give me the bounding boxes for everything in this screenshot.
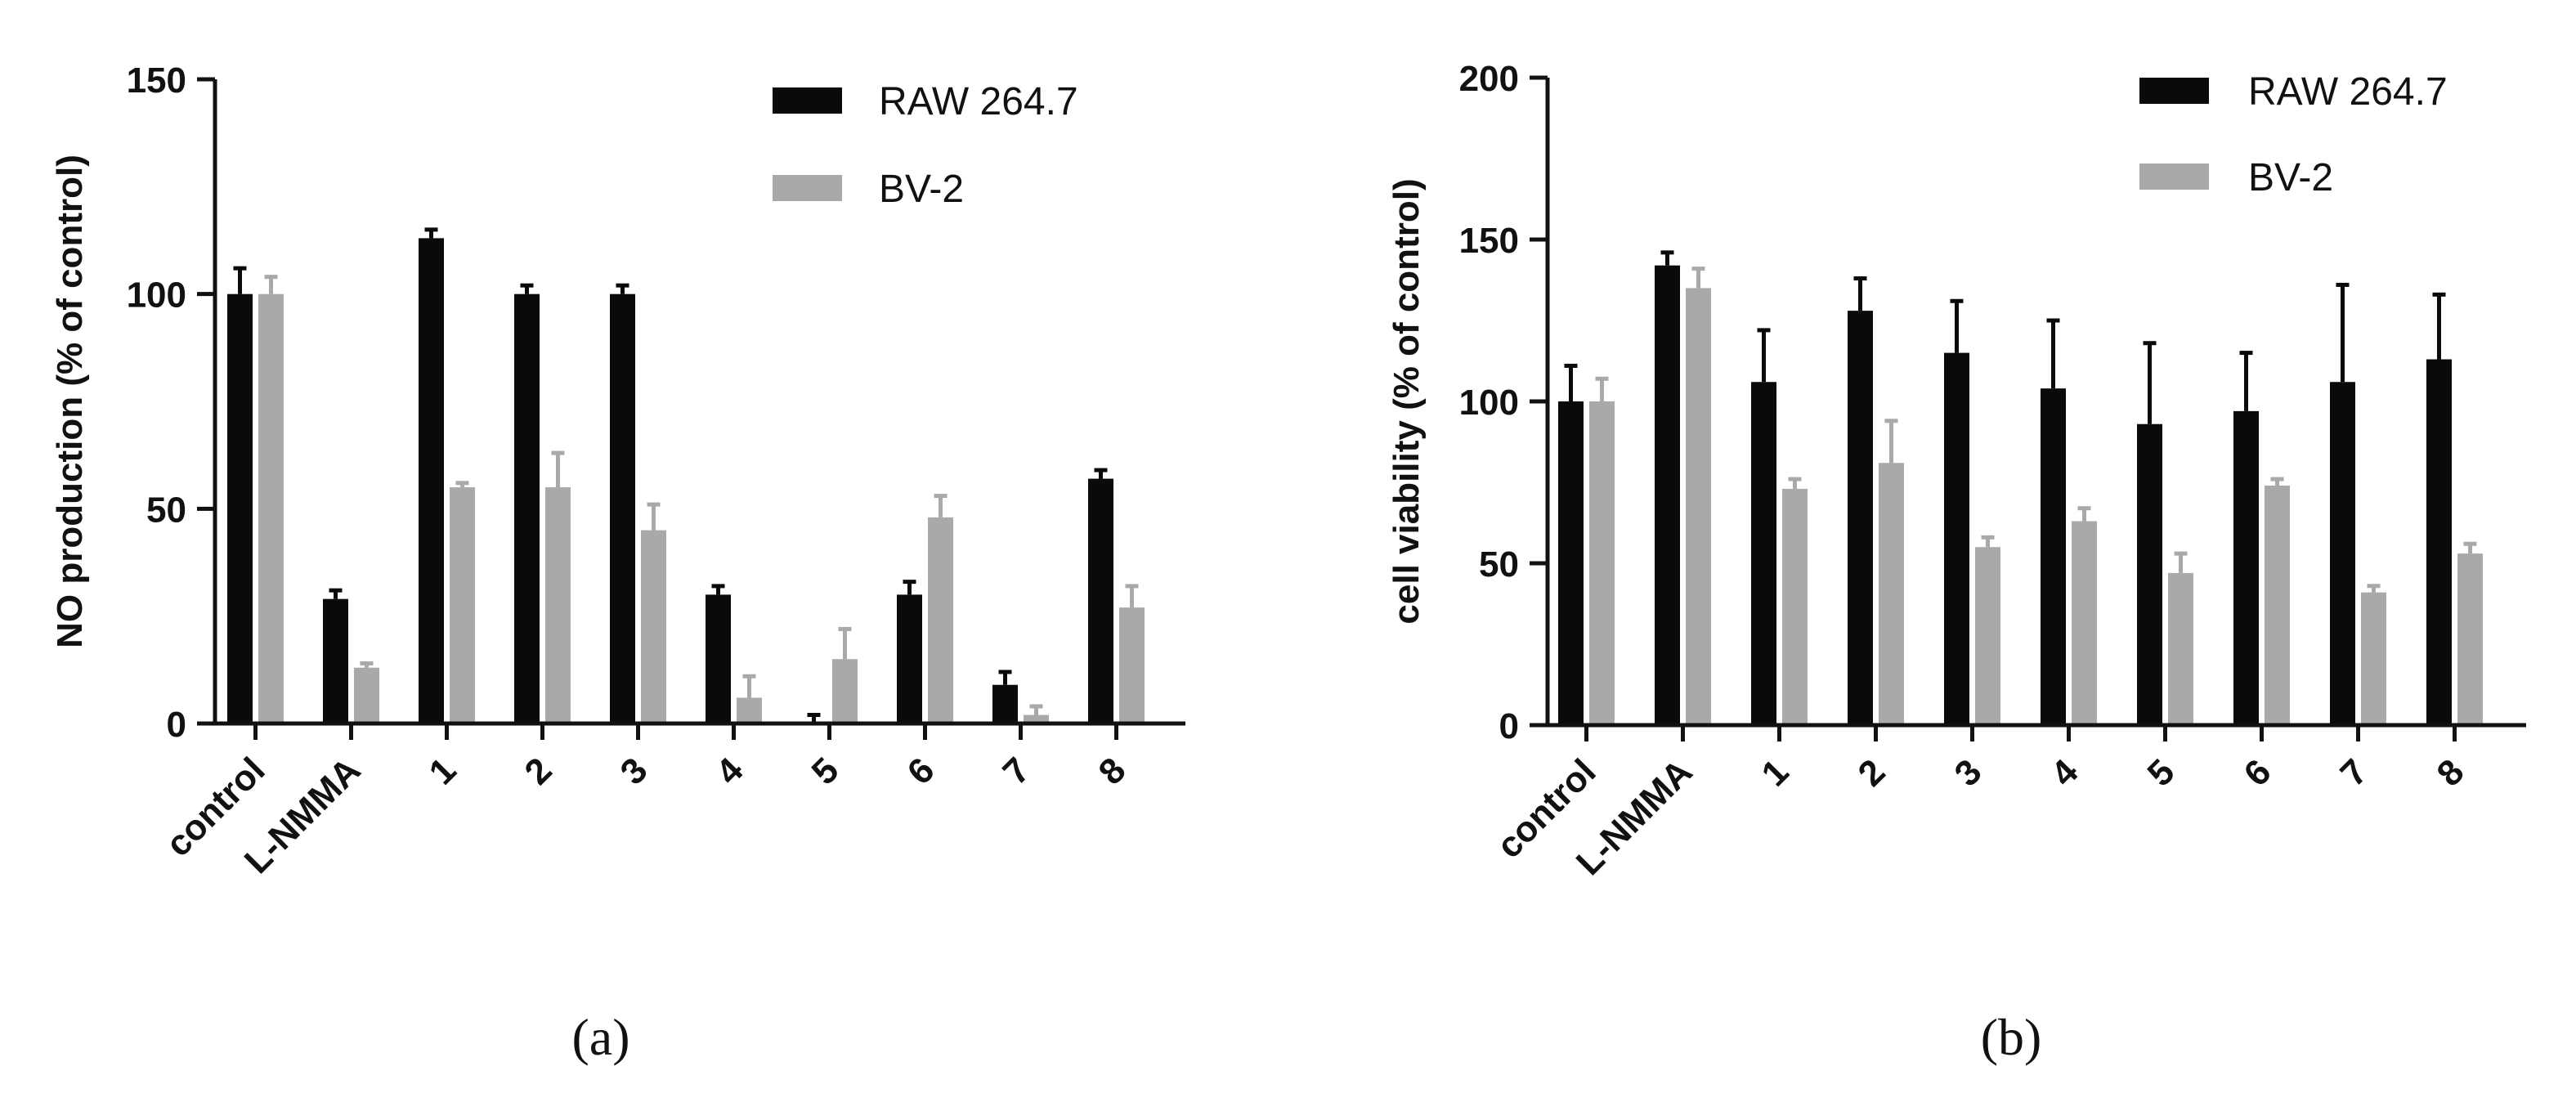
y-tick-label-b-0: 0	[1499, 706, 1519, 746]
bar-b-raw264-6	[2137, 423, 2162, 725]
bar-a-raw264-7	[897, 594, 922, 723]
bar-a-bv2-7	[928, 517, 953, 723]
y-tick-label-b-3: 150	[1459, 221, 1519, 261]
x-tick-label-a-9: 8	[1091, 750, 1134, 792]
x-tick-label-b-3: 2	[1851, 751, 1893, 794]
bar-a-raw264-5	[706, 594, 731, 723]
x-tick-label-b-7: 6	[2237, 751, 2279, 794]
y-axis-title-a: NO production (% of control)	[50, 155, 90, 648]
y-tick-label-b-2: 100	[1459, 383, 1519, 423]
bar-a-bv2-1	[354, 667, 379, 723]
legend-label-b-1: BV-2	[2248, 156, 2333, 199]
x-tick-label-a-4: 3	[613, 750, 656, 792]
bar-b-raw264-4	[1944, 352, 1969, 725]
bar-b-bv2-9	[2457, 553, 2483, 725]
legend-label-a-0: RAW 264.7	[879, 80, 1078, 123]
y-tick-label-a-0: 0	[167, 705, 186, 745]
x-tick-label-a-7: 6	[900, 750, 943, 792]
legend-swatch-a-1	[773, 175, 842, 201]
bar-b-raw264-2	[1751, 382, 1776, 725]
bar-a-bv2-6	[832, 659, 858, 723]
legend-swatch-a-0	[773, 87, 842, 114]
bar-b-bv2-2	[1782, 488, 1808, 725]
x-tick-label-a-3: 2	[517, 750, 560, 792]
bar-b-bv2-1	[1686, 288, 1711, 725]
bar-a-raw264-3	[514, 293, 540, 724]
bar-a-bv2-5	[737, 697, 762, 723]
x-tick-label-a-5: 4	[709, 750, 751, 792]
legend-swatch-b-1	[2139, 164, 2209, 190]
bar-b-raw264-8	[2330, 382, 2355, 725]
bar-b-raw264-0	[1558, 401, 1584, 725]
legend-label-a-1: BV-2	[879, 168, 964, 211]
x-tick-label-a-6: 5	[804, 750, 847, 792]
bar-b-raw264-1	[1655, 265, 1680, 725]
bar-a-raw264-4	[610, 293, 635, 724]
x-tick-label-a-8: 7	[996, 750, 1038, 792]
legend-swatch-b-0	[2139, 78, 2209, 104]
bar-b-bv2-6	[2168, 572, 2193, 725]
bar-b-raw264-9	[2426, 359, 2452, 725]
bar-b-raw264-7	[2233, 410, 2259, 725]
x-tick-label-b-2: 1	[1754, 751, 1797, 794]
y-tick-label-a-2: 100	[127, 276, 186, 316]
x-tick-label-a-2: 1	[422, 750, 464, 792]
bar-a-bv2-4	[641, 530, 666, 723]
y-tick-label-a-3: 150	[127, 60, 186, 101]
x-tick-label-b-5: 4	[2044, 751, 2086, 794]
bar-b-bv2-4	[1975, 547, 2000, 725]
panel-label-b: (b)	[1981, 1008, 2042, 1066]
bar-b-bv2-3	[1879, 463, 1904, 725]
bar-a-bv2-9	[1119, 607, 1145, 723]
bar-b-raw264-5	[2041, 388, 2066, 725]
bar-a-raw264-2	[419, 238, 444, 724]
x-tick-label-b-4: 3	[1947, 751, 1990, 794]
bar-a-bv2-8	[1024, 715, 1049, 723]
x-tick-label-b-9: 8	[2430, 751, 2472, 794]
bar-b-bv2-8	[2361, 592, 2386, 725]
y-axis-title-b: cell viability (% of control)	[1387, 178, 1427, 624]
bar-b-raw264-3	[1848, 311, 1873, 725]
bar-a-bv2-3	[545, 487, 571, 723]
y-tick-label-b-1: 50	[1479, 544, 1519, 585]
bar-a-raw264-9	[1088, 478, 1113, 723]
x-tick-label-b-6: 5	[2140, 751, 2183, 794]
bar-a-bv2-0	[258, 293, 284, 724]
bar-b-bv2-7	[2265, 485, 2290, 725]
bar-a-bv2-2	[450, 487, 475, 723]
legend-label-b-0: RAW 264.7	[2248, 70, 2448, 114]
bar-a-raw264-0	[227, 293, 253, 724]
bar-a-raw264-1	[323, 598, 348, 723]
x-tick-label-b-8: 7	[2333, 751, 2376, 794]
bar-b-bv2-0	[1589, 401, 1615, 725]
panel-label-a: (a)	[571, 1008, 629, 1066]
bar-a-raw264-8	[992, 684, 1018, 723]
y-tick-label-b-4: 200	[1459, 59, 1519, 99]
bar-b-bv2-5	[2072, 521, 2097, 725]
y-tick-label-a-1: 50	[146, 490, 186, 530]
